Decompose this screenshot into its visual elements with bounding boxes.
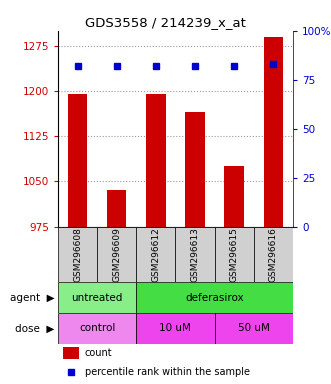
Text: GSM296615: GSM296615 [230,227,239,282]
Bar [63,347,79,359]
Text: count: count [85,348,113,358]
Bar [175,227,214,282]
Bar [146,94,166,227]
Bar [58,227,97,282]
Text: 10 uM: 10 uM [160,323,191,333]
Bar [224,166,244,227]
Bar [136,227,175,282]
Text: GDS3558 / 214239_x_at: GDS3558 / 214239_x_at [85,16,246,29]
Bar [58,313,136,344]
Bar [185,112,205,227]
Text: control: control [79,323,115,333]
Text: 50 uM: 50 uM [238,323,270,333]
Bar [263,37,283,227]
Bar [254,227,293,282]
Bar [107,190,126,227]
Text: untreated: untreated [71,293,123,303]
Text: GSM296612: GSM296612 [151,227,160,282]
Bar [68,94,87,227]
Text: dose  ▶: dose ▶ [15,323,55,333]
Bar [136,282,293,313]
Text: percentile rank within the sample: percentile rank within the sample [85,367,250,377]
Text: deferasirox: deferasirox [185,293,244,303]
Bar [214,227,254,282]
Bar [58,282,136,313]
Text: GSM296616: GSM296616 [269,227,278,282]
Text: GSM296608: GSM296608 [73,227,82,282]
Text: GSM296609: GSM296609 [112,227,121,282]
Text: agent  ▶: agent ▶ [10,293,55,303]
Bar [97,227,136,282]
Bar [136,313,214,344]
Bar [214,313,293,344]
Text: GSM296613: GSM296613 [191,227,200,282]
